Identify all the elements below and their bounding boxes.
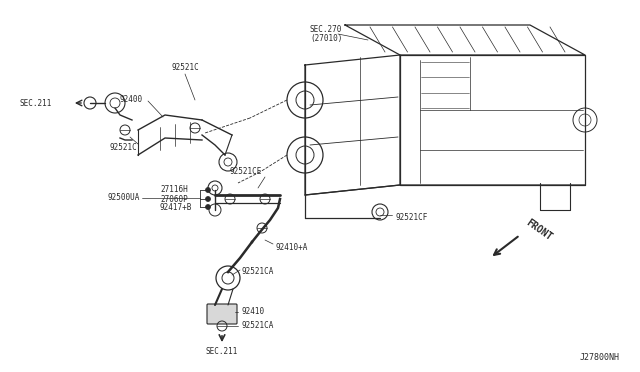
Text: 92410+A: 92410+A (275, 244, 307, 253)
FancyBboxPatch shape (207, 304, 237, 324)
Text: (27010): (27010) (310, 35, 342, 44)
Text: 92521CE: 92521CE (230, 167, 262, 176)
Text: SEC.270: SEC.270 (310, 26, 342, 35)
Circle shape (205, 205, 211, 209)
Text: 92500UA: 92500UA (108, 193, 140, 202)
Text: 92521C: 92521C (110, 144, 138, 153)
Text: 92521C: 92521C (172, 64, 200, 73)
Text: SEC.211: SEC.211 (206, 347, 238, 356)
Text: SEC.211: SEC.211 (20, 99, 52, 108)
Text: 92410: 92410 (242, 308, 265, 317)
Text: FRONT: FRONT (524, 218, 554, 243)
Text: 27116H: 27116H (160, 186, 188, 195)
Text: 92400: 92400 (120, 96, 143, 105)
Text: 27060P: 27060P (160, 195, 188, 203)
Text: 92521CA: 92521CA (242, 321, 275, 330)
Text: 92521CF: 92521CF (395, 214, 428, 222)
Text: 92521CA: 92521CA (242, 267, 275, 276)
Circle shape (205, 187, 211, 192)
Text: 92417+B: 92417+B (160, 202, 193, 212)
Circle shape (205, 196, 211, 202)
Text: J27800NH: J27800NH (580, 353, 620, 362)
